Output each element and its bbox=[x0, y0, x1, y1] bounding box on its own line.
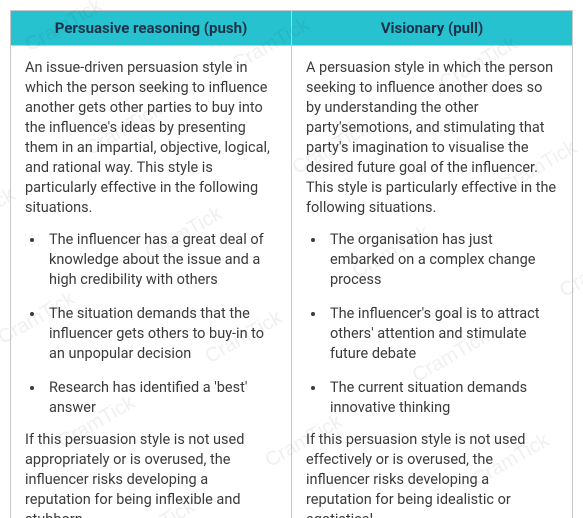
list-item: The organisation has just embarked on a … bbox=[326, 230, 558, 290]
col-header-left: Persuasive reasoning (push) bbox=[11, 11, 292, 46]
list-item: Research has identified a 'best' answer bbox=[45, 378, 277, 418]
table-wrapper: Persuasive reasoning (push) Visionary (p… bbox=[0, 0, 583, 518]
list-item: The situation demands that the influence… bbox=[45, 304, 277, 364]
intro-text: A persuasion style in which the person s… bbox=[306, 58, 558, 218]
col-header-right: Visionary (pull) bbox=[292, 11, 573, 46]
intro-text: An issue-driven persuasion style in whic… bbox=[25, 58, 277, 218]
outro-text: If this persuasion style is not used app… bbox=[25, 430, 277, 518]
list-item: The influencer has a great deal of knowl… bbox=[45, 230, 277, 290]
col-body-left: An issue-driven persuasion style in whic… bbox=[11, 46, 292, 518]
bullet-list: The influencer has a great deal of knowl… bbox=[25, 230, 277, 418]
col-body-right: A persuasion style in which the person s… bbox=[292, 46, 573, 518]
comparison-table: Persuasive reasoning (push) Visionary (p… bbox=[10, 10, 573, 518]
list-item: The influencer's goal is to attract othe… bbox=[326, 304, 558, 364]
outro-text: If this persuasion style is not used eff… bbox=[306, 430, 558, 518]
list-item: The current situation demands innovative… bbox=[326, 378, 558, 418]
bullet-list: The organisation has just embarked on a … bbox=[306, 230, 558, 418]
